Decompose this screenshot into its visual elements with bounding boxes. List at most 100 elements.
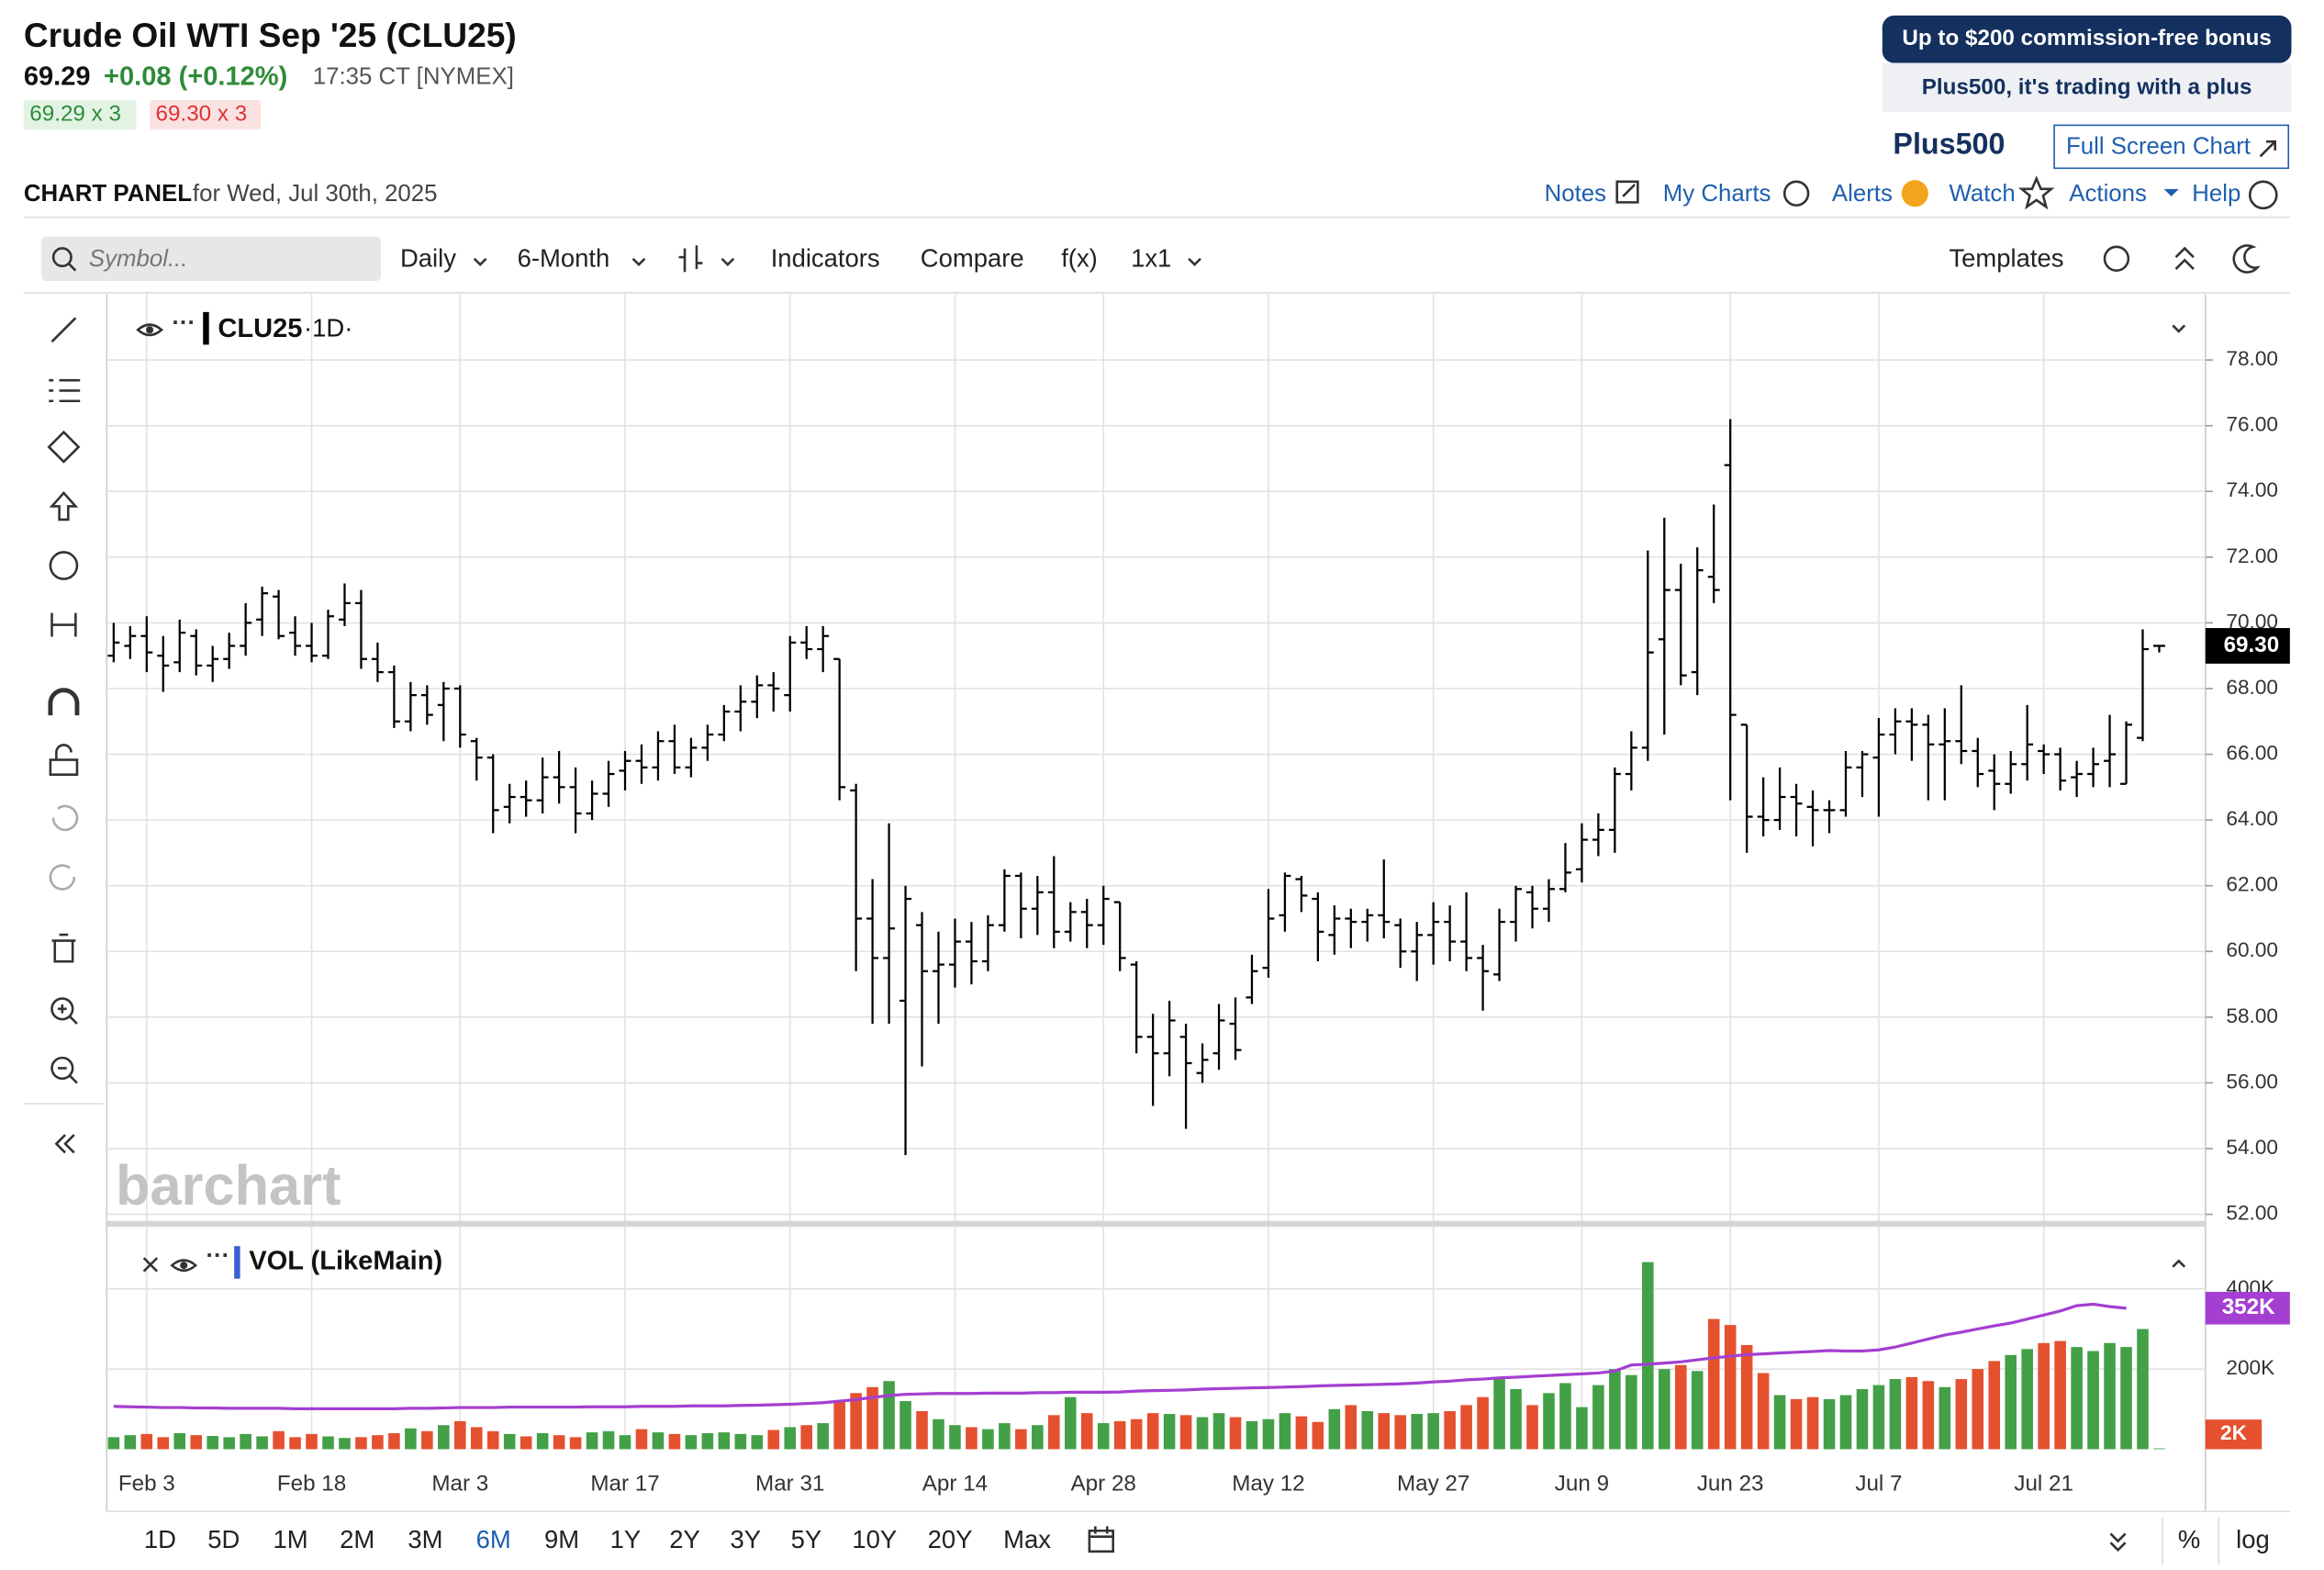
collapse-icon[interactable]: [2174, 246, 2195, 270]
range-button[interactable]: 1D: [144, 1525, 176, 1553]
toolbar-item[interactable]: Compare: [921, 244, 1024, 273]
average-marker-label: 352K: [2222, 1295, 2275, 1319]
scale-button[interactable]: log: [2236, 1525, 2270, 1553]
volume-marker-label: 2K: [2220, 1421, 2248, 1444]
scale-button[interactable]: %: [2178, 1525, 2200, 1553]
volume-bar: [553, 1435, 565, 1450]
tool-fib[interactable]: [49, 378, 81, 403]
tool-arrow[interactable]: [49, 490, 79, 521]
range-button[interactable]: 2Y: [669, 1525, 700, 1553]
volume-bar: [800, 1425, 812, 1450]
search-placeholder: Symbol...: [89, 246, 188, 272]
eye-icon[interactable]: [170, 1259, 198, 1273]
toolbar-items: Daily 6-Month Indicators Compare f(x) 1x1: [400, 244, 1171, 273]
time: 17:35 CT [NYMEX]: [313, 64, 514, 90]
pane-menu[interactable]: [2172, 324, 2186, 333]
range-button[interactable]: 3M: [408, 1525, 442, 1553]
range-button[interactable]: 1Y: [610, 1525, 642, 1553]
symbol-search[interactable]: [41, 236, 382, 281]
toolbar-item[interactable]: f(x): [1061, 244, 1098, 273]
tool-measure[interactable]: [50, 612, 77, 637]
volume-bar: [2005, 1354, 2017, 1450]
volume-bar: [273, 1430, 285, 1450]
calendar-icon[interactable]: [1088, 1526, 1115, 1553]
panel-link[interactable]: My Charts: [1663, 181, 1771, 207]
tool-delete[interactable]: [51, 933, 76, 963]
tool-redo[interactable]: [49, 864, 76, 891]
volume-bar: [157, 1437, 170, 1450]
volume-bar: [536, 1432, 549, 1450]
toolbar-item[interactable]: 1x1: [1131, 244, 1171, 273]
range-button[interactable]: Max: [1003, 1525, 1051, 1553]
toolbar-item[interactable]: Daily: [400, 244, 456, 273]
volume-bar: [1889, 1379, 1902, 1450]
volume-bar: [1212, 1413, 1225, 1450]
y-tick-label: 60.00: [2226, 938, 2278, 961]
grid: Feb 3 Feb 18 Mar 3 Mar 17 Mar 31 Apr 14 Apr 28…: [106, 294, 2278, 1497]
volume-bar: [470, 1427, 483, 1450]
panel-link[interactable]: Help: [2192, 181, 2240, 207]
panel-links: Notes My Charts Alerts Watch Actions Help: [1545, 181, 2241, 207]
range-button[interactable]: 6M: [476, 1525, 511, 1553]
search-icon-handle: [67, 262, 77, 272]
range-button[interactable]: 5D: [207, 1525, 240, 1553]
search-icon: [51, 247, 73, 268]
tool-collapse[interactable]: [54, 1134, 75, 1154]
tool-zoom-in[interactable]: [50, 997, 74, 1021]
panel-link[interactable]: Notes: [1545, 181, 1606, 207]
more-icon[interactable]: ···: [172, 310, 196, 336]
toolbar-item[interactable]: 6-Month: [518, 244, 610, 273]
theme-icon[interactable]: [2232, 244, 2261, 274]
volume-bar: [1905, 1376, 1918, 1450]
volume-bar: [1872, 1385, 1885, 1450]
volume-bar: [883, 1381, 895, 1450]
pane-collapse[interactable]: [2172, 1259, 2186, 1268]
more-icon[interactable]: ···: [206, 1242, 229, 1268]
tool-line[interactable]: [50, 317, 77, 343]
volume-bar: [486, 1430, 499, 1450]
volume-bar: [1295, 1416, 1308, 1450]
range-button[interactable]: 5Y: [791, 1525, 822, 1553]
ask-box: [150, 99, 262, 130]
panel-link[interactable]: Actions: [2069, 181, 2147, 207]
toolbar-item[interactable]: Indicators: [771, 244, 880, 273]
full-screen-button[interactable]: [2053, 124, 2290, 170]
ad-banner[interactable]: [1882, 15, 2292, 63]
ad-sub: [1882, 62, 2292, 112]
panel-link[interactable]: Watch: [1949, 181, 2015, 207]
volume-bar: [339, 1438, 351, 1450]
expand-icon[interactable]: [2109, 1532, 2127, 1553]
tool-magnet[interactable]: [48, 688, 80, 716]
tool-lock[interactable]: [49, 744, 79, 776]
actions-caret: [2163, 188, 2179, 196]
tool-label[interactable]: [49, 551, 79, 580]
volume-bar: [1939, 1386, 1951, 1450]
volume-bar: [124, 1435, 137, 1450]
x-tick-label: Mar 3: [431, 1472, 488, 1497]
settings-icon[interactable]: [2103, 245, 2130, 272]
range-button[interactable]: 10Y: [852, 1525, 897, 1553]
tool-undo[interactable]: [51, 804, 79, 832]
range-buttons: 1D 5D 1M 2M 3M 6M 9M 1Y 2Y 3Y 5Y 10Y 20Y Max% log: [144, 1525, 2270, 1553]
panel-link[interactable]: Alerts: [1832, 181, 1893, 207]
range-button[interactable]: 20Y: [928, 1525, 973, 1553]
volume-bar: [388, 1432, 400, 1450]
chevrons: [473, 257, 1201, 267]
range-button[interactable]: 1M: [273, 1525, 307, 1553]
close-icon[interactable]: [142, 1257, 159, 1273]
tool-shape[interactable]: [47, 430, 81, 464]
range-button[interactable]: 3Y: [730, 1525, 761, 1553]
volume-bar: [1707, 1318, 1720, 1450]
volume-bar: [1773, 1395, 1786, 1450]
volume-bar: [817, 1423, 829, 1450]
tool-zoom-out[interactable]: [50, 1056, 74, 1081]
x-tick-label: Apr 28: [1071, 1472, 1136, 1497]
volume-bar: [1345, 1405, 1358, 1450]
range-button[interactable]: 9M: [544, 1525, 579, 1553]
volume-bar: [355, 1437, 367, 1450]
templates[interactable]: Templates: [1949, 244, 2063, 273]
range-button[interactable]: 2M: [340, 1525, 374, 1553]
volume-bar: [503, 1433, 516, 1450]
eye-icon[interactable]: [136, 323, 163, 337]
